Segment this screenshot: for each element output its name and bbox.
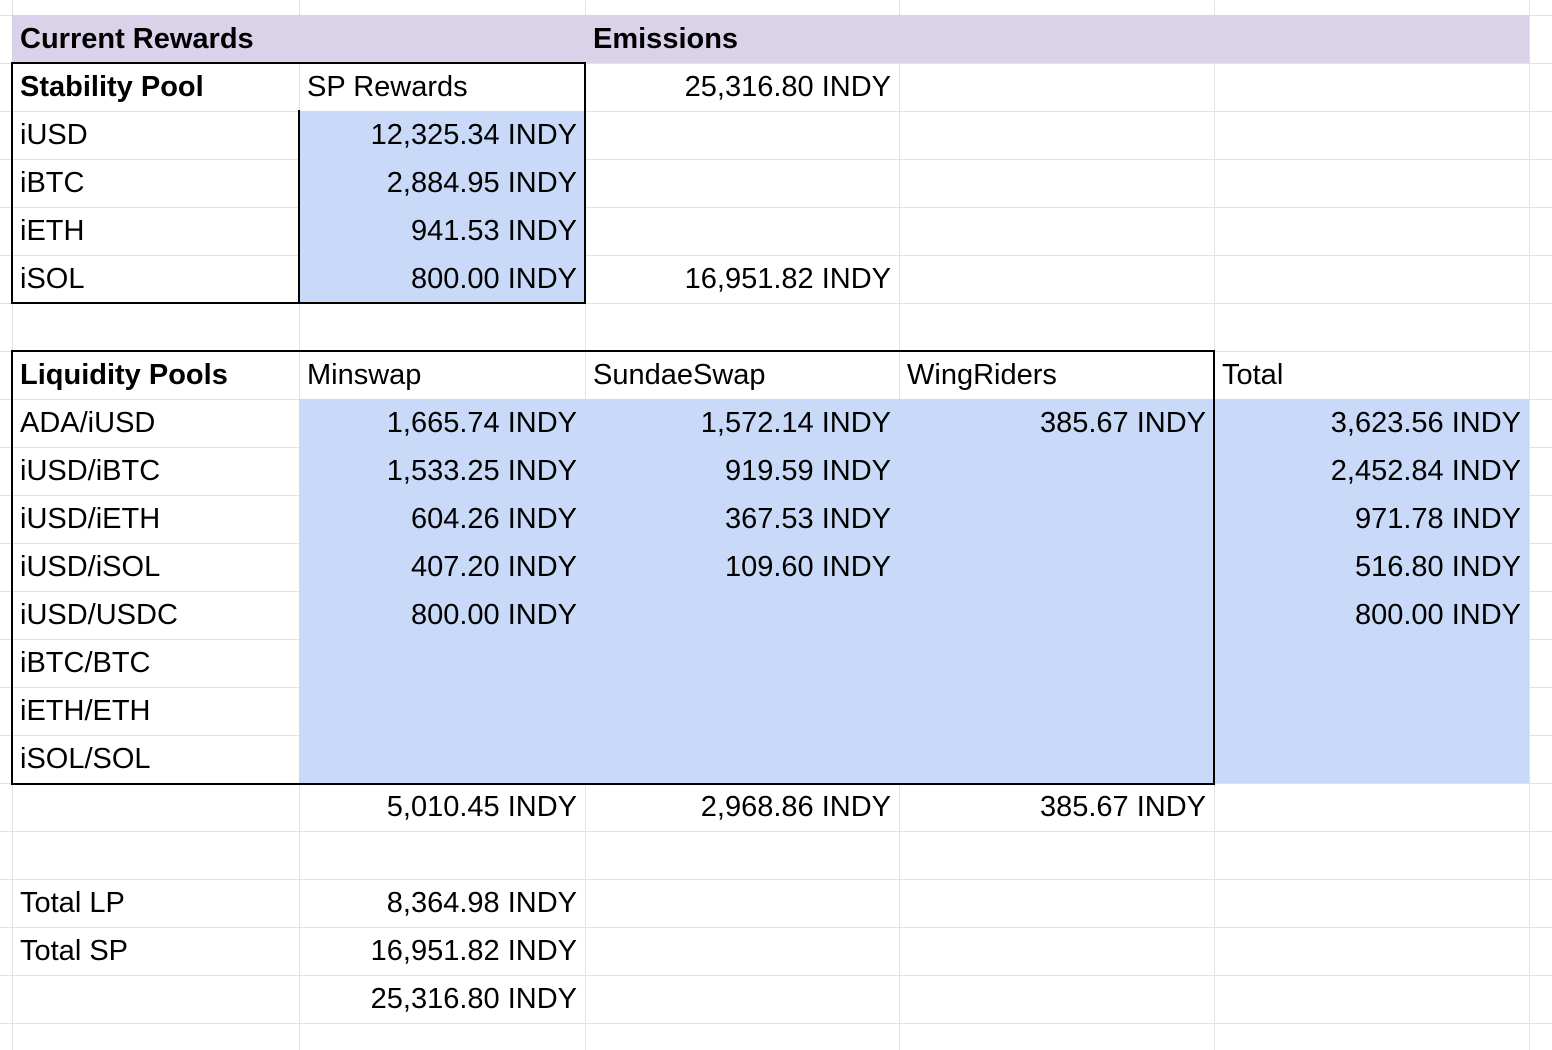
lp-value-cell[interactable]: 604.26 INDY [299,495,585,543]
lp-pair-cell[interactable]: iUSD/iBTC [20,455,161,487]
lp-value-cell[interactable] [585,735,899,783]
lp-pair-cell[interactable]: ADA/iUSD [20,407,156,439]
lp-value-cell[interactable]: 1,665.74 INDY [299,399,585,447]
header-cell[interactable] [299,15,585,63]
lp-value-cell[interactable] [899,591,1214,639]
lp-pair-cell[interactable]: iUSD/USDC [20,599,178,631]
lp-pair-cell[interactable]: iETH/ETH [20,695,151,727]
gridline [0,159,1552,160]
header-emissions[interactable]: Emissions [585,15,899,63]
lp-total-cell[interactable] [1214,687,1529,735]
header-cell[interactable] [899,15,1214,63]
lp-value-cell[interactable] [899,687,1214,735]
gridline [0,1023,1552,1024]
liquidity-pools-title[interactable]: Liquidity Pools [20,359,228,391]
lp-value-cell[interactable]: 385.67 INDY [899,399,1214,447]
lp-value-cell[interactable] [299,735,585,783]
gridline [0,879,1552,880]
gridline [1529,0,1530,1050]
sp-asset-cell[interactable]: iBTC [20,167,85,199]
header-cell[interactable] [1214,15,1529,63]
total-sp-value[interactable]: 16,951.82 INDY [370,935,577,967]
lp-total-cell[interactable] [1214,735,1529,783]
total-sp-label[interactable]: Total SP [20,935,128,967]
lp-column-total-cell[interactable]: 5,010.45 INDY [386,791,577,823]
lp-column-total-cell[interactable]: 385.67 INDY [1039,791,1206,823]
total-lp-label[interactable]: Total LP [20,887,125,919]
lp-value-cell[interactable]: 1,533.25 INDY [299,447,585,495]
stability-pool-title[interactable]: Stability Pool [20,71,204,103]
gridline [0,975,1552,976]
lp-value-cell[interactable]: 800.00 INDY [299,591,585,639]
lp-pair-cell[interactable]: iSOL/SOL [20,743,151,775]
lp-column-total-cell[interactable]: 2,968.86 INDY [700,791,891,823]
sp-rewards-header[interactable]: SP Rewards [307,71,468,103]
lp-column-wingriders[interactable]: WingRiders [907,359,1057,391]
lp-value-cell[interactable] [585,639,899,687]
lp-total-cell[interactable]: 516.80 INDY [1214,543,1529,591]
lp-column-sundaeswap[interactable]: SundaeSwap [593,359,766,391]
lp-pair-cell[interactable]: iBTC/BTC [20,647,151,679]
lp-pair-cell[interactable]: iUSD/iETH [20,503,161,535]
lp-value-cell[interactable] [899,543,1214,591]
emissions-sp-cell[interactable]: 16,951.82 INDY [684,263,891,295]
lp-value-cell[interactable]: 109.60 INDY [585,543,899,591]
lp-total-cell[interactable]: 971.78 INDY [1214,495,1529,543]
lp-value-cell[interactable]: 919.59 INDY [585,447,899,495]
sp-reward-cell[interactable]: 2,884.95 INDY [299,159,585,207]
sp-reward-cell[interactable]: 12,325.34 INDY [299,111,585,159]
header-current-rewards[interactable]: Current Rewards [12,15,299,63]
lp-value-cell[interactable] [299,687,585,735]
lp-total-cell[interactable]: 800.00 INDY [1214,591,1529,639]
lp-value-cell[interactable] [899,495,1214,543]
sp-asset-cell[interactable]: iUSD [20,119,88,151]
sp-asset-cell[interactable]: iETH [20,215,85,247]
gridline [0,111,1552,112]
gridline [0,927,1552,928]
lp-value-cell[interactable]: 367.53 INDY [585,495,899,543]
total-lp-value[interactable]: 8,364.98 INDY [386,887,577,919]
sp-reward-cell[interactable]: 800.00 INDY [299,255,585,303]
lp-pair-cell[interactable]: iUSD/iSOL [20,551,161,583]
lp-value-cell[interactable] [299,639,585,687]
gridline [0,831,1552,832]
lp-total-cell[interactable]: 3,623.56 INDY [1214,399,1529,447]
gridline [0,63,1552,64]
gridline [0,207,1552,208]
lp-column-total[interactable]: Total [1222,359,1284,391]
gridline [0,303,1552,304]
sp-asset-cell[interactable]: iSOL [20,263,85,295]
lp-value-cell[interactable]: 1,572.14 INDY [585,399,899,447]
lp-value-cell[interactable] [585,687,899,735]
lp-value-cell[interactable]: 407.20 INDY [299,543,585,591]
lp-value-cell[interactable] [899,735,1214,783]
sp-reward-cell[interactable]: 941.53 INDY [299,207,585,255]
gridline [0,255,1552,256]
lp-column-minswap[interactable]: Minswap [307,359,422,391]
lp-total-cell[interactable] [1214,639,1529,687]
grand-total-value[interactable]: 25,316.80 INDY [370,983,577,1015]
emissions-total-cell[interactable]: 25,316.80 INDY [684,71,891,103]
lp-total-cell[interactable]: 2,452.84 INDY [1214,447,1529,495]
lp-value-cell[interactable] [585,591,899,639]
lp-value-cell[interactable] [899,639,1214,687]
lp-value-cell[interactable] [899,447,1214,495]
